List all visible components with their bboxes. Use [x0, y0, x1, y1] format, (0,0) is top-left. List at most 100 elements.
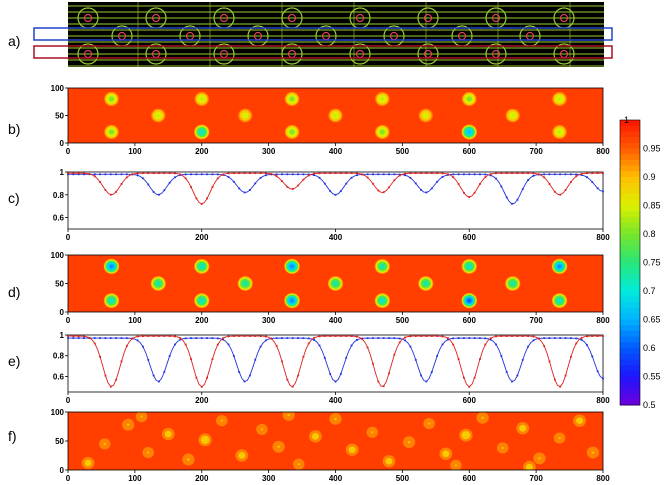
heatmap-f-spot [528, 466, 531, 469]
line-chart-e-series-point [356, 335, 358, 338]
line-chart-c-series-point [216, 177, 219, 180]
line-chart-e-series-point [158, 380, 160, 383]
line-chart-e-series-point [570, 337, 572, 340]
line-chart-e-x-tick-label: 800 [596, 396, 610, 405]
colorbar-segment [620, 142, 640, 149]
colorbar: 1 0.95 0.9 0.85 0.8 0.75 0.7 0.65 0.6 0.55 0.5 [619, 115, 661, 410]
line-chart-c-y-tick-label: 0.6 [53, 214, 65, 223]
layout-via-core [560, 14, 568, 22]
heatmap-d-spot [157, 282, 160, 285]
colorbar-segment [620, 370, 640, 377]
heatmap-f-spot [387, 460, 391, 463]
line-chart-c-series-point [452, 173, 455, 176]
heatmap-f: 0 100 200 300 400 500 600 700 800 0 50 100 [51, 408, 611, 483]
line-chart-e-series-point [393, 353, 396, 356]
line-chart-c-series-point [372, 182, 374, 185]
line-chart-c-series-point [334, 193, 337, 196]
line-chart-e-series-point [479, 337, 481, 340]
line-chart-e-series-point [479, 358, 481, 360]
line-chart-c-series-point [570, 173, 572, 176]
line-chart-e-series-point [398, 337, 401, 340]
line-chart-e-series-point [425, 380, 428, 383]
line-chart-c-series-point [115, 190, 118, 193]
line-chart-e-series-point [511, 335, 513, 337]
line-chart-c-series-point [580, 174, 583, 176]
colorbar-frame [619, 119, 641, 406]
line-chart-e-series-point [414, 358, 417, 361]
line-chart-c-series-point [511, 172, 513, 175]
line-chart-c-series-point [511, 202, 513, 205]
line-chart-c-series-point [67, 172, 69, 175]
line-chart-c-series-point [586, 176, 588, 179]
line-chart-e-series-point [409, 345, 412, 348]
line-chart-c-series-point [505, 172, 508, 175]
line-chart-c-series-point [275, 173, 278, 176]
heatmap-f-y-tick-label: 0 [60, 466, 65, 475]
line-chart-c-series-point [163, 189, 166, 192]
line-chart-e-series-point [142, 345, 144, 348]
line-chart-c-series-point [484, 173, 487, 176]
line-chart-c-series-point [72, 173, 75, 176]
line-chart-c-series-point [318, 172, 321, 175]
line-chart-e-series-point [270, 337, 273, 340]
line-chart-e-series-point [564, 374, 567, 377]
heatmap-f-spot [277, 445, 280, 448]
line-chart-e-series-point [104, 374, 107, 377]
line-chart-e-series-point [404, 336, 406, 339]
line-chart-e-series-point [238, 335, 241, 337]
line-chart-e-series-point [184, 337, 187, 340]
line-chart-e-series-point [297, 374, 299, 377]
heatmap-f-spots [81, 412, 600, 470]
heatmap-f-x-tick-label: 700 [529, 474, 543, 483]
line-chart-e-series-point [83, 337, 85, 340]
heatmap-d-x-tick-label: 200 [195, 316, 209, 325]
layout-image [33, 2, 613, 67]
heatmap-f-spot [538, 457, 541, 460]
line-chart-c-series-point [211, 173, 214, 176]
line-chart-c-series-point [473, 173, 476, 176]
heatmap-b-y-tick-label: 50 [55, 112, 64, 121]
line-chart-e-series-point [495, 335, 497, 338]
line-chart-e-series-point [446, 338, 449, 341]
line-chart-c-series-point [409, 176, 412, 179]
line-chart-c-series-point [125, 173, 128, 176]
line-chart-c-series-point [93, 173, 96, 176]
heatmap-b-spot [558, 131, 561, 133]
heatmap-f-spot [444, 452, 448, 455]
heatmap-b-spot [200, 98, 203, 100]
line-chart-e-series-point [516, 335, 519, 337]
heatmap-f-x-tick-label: 400 [329, 474, 343, 483]
line-chart-c-series-point [591, 172, 594, 175]
heatmap-f-spot [140, 415, 143, 418]
colorbar-segment [620, 120, 640, 127]
line-chart-e-series-point [425, 335, 428, 337]
line-chart-c-series-point [99, 173, 101, 176]
line-chart-c-series-point [382, 191, 385, 194]
line-chart-e-x-tick-label: 400 [329, 396, 343, 405]
heatmap-b-x-tick-label: 600 [463, 147, 477, 156]
heatmap-f-spot [126, 423, 130, 426]
heatmap-d-spot [290, 299, 294, 302]
line-chart-e-series-point [414, 335, 417, 337]
heatmap-f-y-tick-label: 50 [55, 437, 64, 446]
line-chart-c-series-point [200, 203, 203, 205]
line-chart-e-series-point [275, 337, 278, 340]
layout-via [145, 43, 167, 65]
selection-box-blue [33, 27, 613, 41]
heatmap-d-spot [511, 282, 514, 285]
line-chart-c-series-point [516, 198, 519, 201]
line-chart-e-y-tick-label: 0.8 [53, 352, 65, 361]
line-chart-e-series-point [222, 338, 225, 341]
colorbar-segment [620, 165, 640, 172]
line-chart-c-y-tick-label: 0.8 [53, 191, 65, 200]
line-chart-c-series-point [83, 173, 85, 176]
line-chart-e-series-point [142, 335, 144, 337]
line-chart-e-series-point [222, 337, 225, 340]
line-chart-c-series-point [500, 172, 503, 175]
line-chart-e-series-point [281, 337, 283, 340]
line-chart-c-series-point [222, 173, 225, 176]
line-chart-c-series-point [259, 176, 262, 179]
line-chart-e-x-tick-label: 200 [195, 396, 209, 405]
line-chart-c-series-point [259, 172, 262, 175]
line-chart-c-series-point [420, 172, 422, 175]
